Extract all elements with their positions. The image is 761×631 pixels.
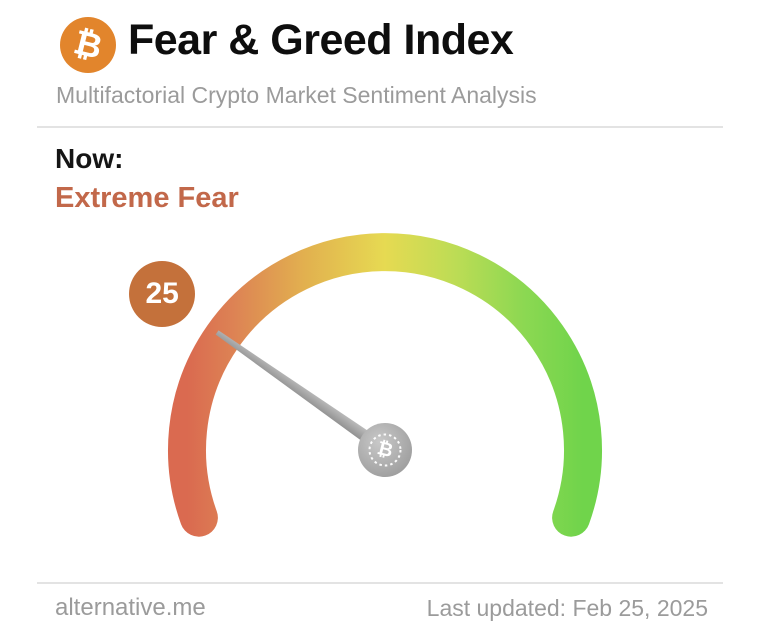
gauge-value-badge: 25 (129, 260, 196, 327)
source-link[interactable]: alternative.me (55, 594, 206, 621)
gauge-needle-icon (215, 330, 391, 457)
bottom-divider (37, 582, 723, 584)
page-subtitle: Multifactorial Crypto Market Sentiment A… (56, 82, 537, 108)
needle-hub-icon: ₿ (358, 423, 412, 477)
gauge-arc (168, 233, 602, 537)
top-divider (37, 126, 723, 128)
gauge-value: 25 (145, 276, 179, 310)
last-updated: Last updated: Feb 25, 2025 (426, 595, 708, 621)
now-label: Now: (55, 143, 124, 174)
bitcoin-hub-icon: ₿ (375, 438, 395, 462)
sentiment-value: Extreme Fear (55, 182, 239, 214)
bitcoin-logo-icon: ₿ (60, 17, 116, 73)
page-title: Fear & Greed Index (128, 16, 514, 64)
